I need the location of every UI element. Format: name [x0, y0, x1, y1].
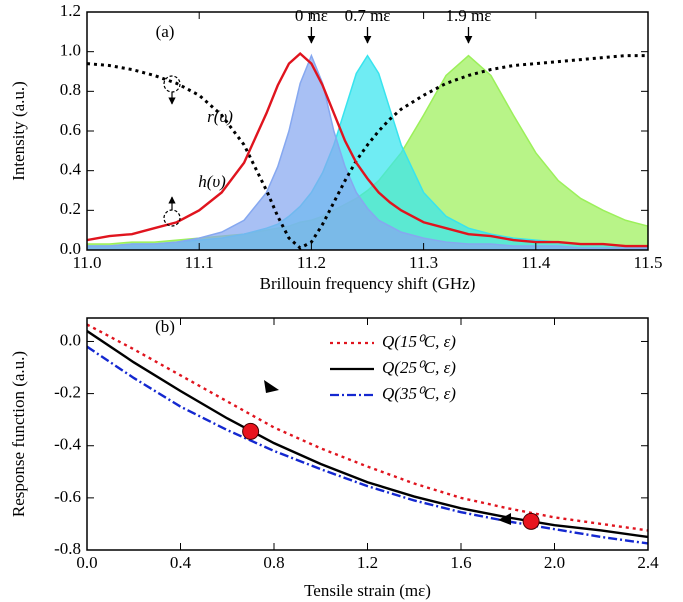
y-tick-label: 0.4 — [60, 160, 82, 179]
plot-frame — [86, 11, 649, 251]
peak-label: 0 mε — [295, 6, 328, 25]
y-tick-label: 0.0 — [60, 239, 81, 258]
x-tick-label: 0.8 — [263, 553, 284, 572]
legend-label: Q(35⁰C, ε) — [382, 384, 456, 403]
peak-label: 0.7 mε — [345, 6, 391, 25]
curve-label: h(υ) — [198, 172, 226, 191]
x-tick-label: 11.3 — [409, 253, 438, 272]
y-tick-label: 0.6 — [60, 120, 81, 139]
curve-label: r(υ) — [207, 107, 233, 126]
legend-label: Q(15⁰C, ε) — [382, 332, 456, 351]
plot-area — [87, 323, 648, 545]
panel-label: (a) — [156, 22, 175, 41]
peak-label: 1.9 mε — [446, 6, 492, 25]
x-tick-label: 1.2 — [357, 553, 378, 572]
y-tick-label: 0.8 — [60, 80, 81, 99]
series-line — [87, 345, 648, 545]
x-tick-label: 2.0 — [544, 553, 565, 572]
y-axis-label: Intensity (a.u.) — [9, 81, 28, 181]
y-tick-label: -0.2 — [54, 383, 81, 402]
x-tick-label: 11.4 — [521, 253, 551, 272]
y-tick-label: 0.0 — [60, 330, 81, 349]
x-tick-label: 11.2 — [297, 253, 326, 272]
y-tick-label: 0.2 — [60, 199, 81, 218]
y-tick-label: 1.2 — [60, 1, 81, 20]
y-tick-label: 1.0 — [60, 41, 81, 60]
operating-point — [522, 512, 540, 530]
plot-frame — [86, 317, 649, 551]
series-line — [87, 323, 648, 532]
area — [87, 53, 648, 250]
direction-arrow — [264, 380, 279, 393]
x-tick-label: 1.6 — [450, 553, 471, 572]
x-tick-label: 0.4 — [170, 553, 192, 572]
plots: 11.0 11.1 11.2 11.3 11.4 11.5 0.0 0.2 0.4 0.6 0.8 1… — [9, 1, 663, 600]
y-tick-label: -0.4 — [54, 435, 81, 454]
x-axis-label: Tensile strain (mε) — [304, 581, 431, 600]
operating-point — [242, 422, 260, 440]
series-line — [87, 330, 648, 539]
legend-label: Q(25⁰C, ε) — [382, 358, 456, 377]
x-tick-label: 11.1 — [185, 253, 214, 272]
y-tick-label: -0.8 — [54, 539, 81, 558]
direction-arrow — [498, 513, 511, 525]
x-tick-label: 11.5 — [633, 253, 662, 272]
y-axis-label: Response function (a.u.) — [9, 351, 28, 517]
series-line — [87, 52, 648, 248]
x-tick-label: 11.0 — [72, 253, 101, 272]
panel-label: (b) — [155, 317, 175, 336]
x-tick-label: 0.0 — [76, 553, 97, 572]
series-line — [87, 54, 648, 250]
plot-area — [87, 52, 648, 250]
y-tick-label: -0.6 — [54, 487, 81, 506]
x-axis-label: Brillouin frequency shift (GHz) — [260, 274, 476, 293]
curve-pointers — [163, 75, 181, 227]
x-tick-label: 2.4 — [637, 553, 659, 572]
